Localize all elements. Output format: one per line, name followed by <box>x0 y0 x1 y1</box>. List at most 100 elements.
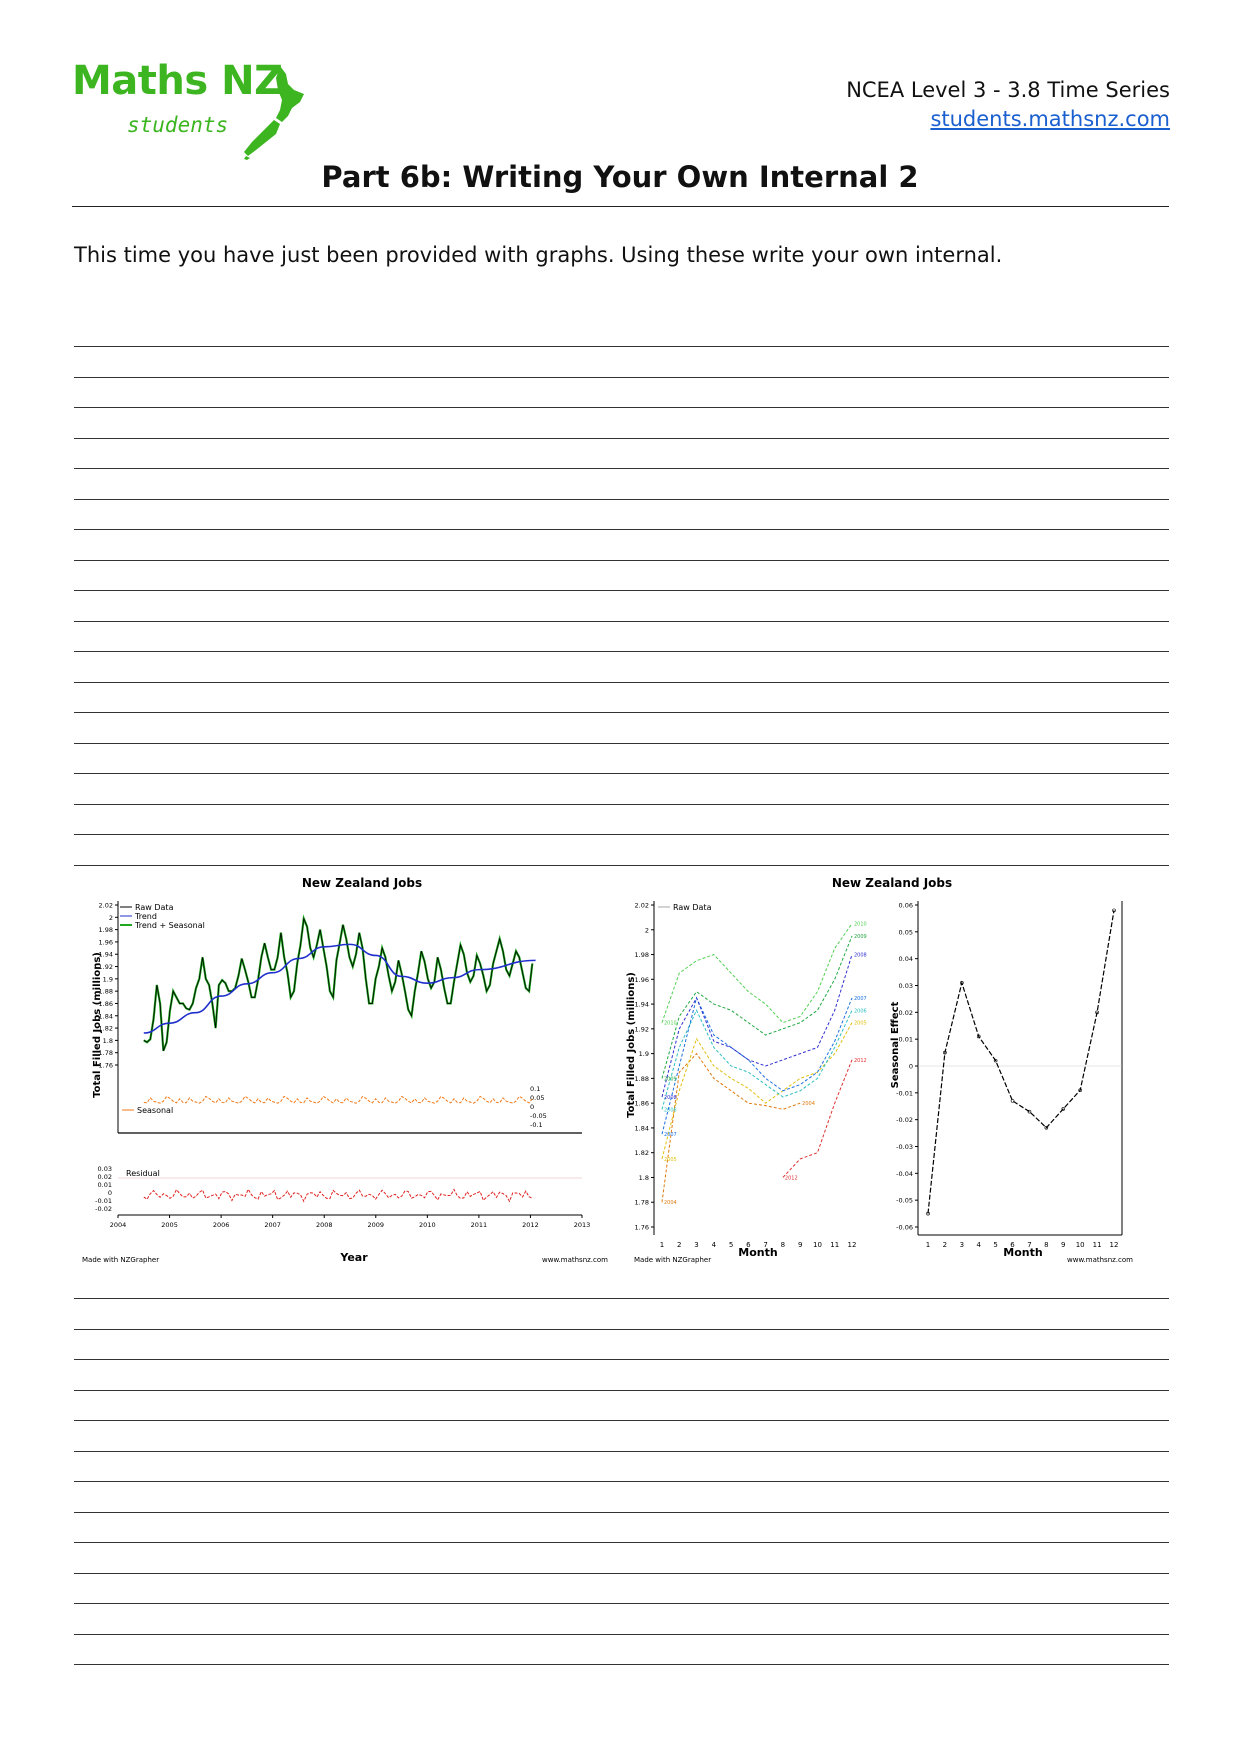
seasonal-effect-point <box>1027 1109 1032 1114</box>
writing-line[interactable] <box>74 1420 1169 1421</box>
writing-line[interactable] <box>74 437 1169 439</box>
chart3-x-tick-label: 5 <box>993 1241 997 1249</box>
writing-line[interactable] <box>74 590 1169 591</box>
chart3-y-tick-label: 0.06 <box>899 902 913 910</box>
seasonal-effect-point <box>976 1034 981 1039</box>
chart2-x-tick-label: 1 <box>660 1241 664 1249</box>
chart2-x-ticks: 1 2 3 4 5 6 7 8 9 10 11 12 <box>660 1241 857 1249</box>
chart2-series-label-end: 2009 <box>854 934 867 940</box>
chart1-x-tick-label: 2006 <box>213 1221 230 1229</box>
writing-line[interactable] <box>74 712 1169 713</box>
chart2-series-label-start: 2012 <box>785 1175 798 1181</box>
chart1-y-tick-label: 1.88 <box>99 988 113 996</box>
chart2-title: New Zealand Jobs <box>832 876 952 890</box>
chart2-y-tick-label: 1.98 <box>635 951 649 959</box>
chart3-y-tick-label: 0.03 <box>899 982 913 990</box>
chart1-x-tick-label: 2004 <box>110 1221 127 1229</box>
residual-label: Residual <box>126 1169 160 1178</box>
writing-line[interactable] <box>74 1359 1169 1360</box>
writing-line[interactable] <box>74 1298 1169 1299</box>
chart2-x-tick-label: 12 <box>848 1241 857 1249</box>
logo-sub-text: students <box>127 113 229 137</box>
writing-line[interactable] <box>74 1572 1169 1574</box>
chart3-x-tick-label: 9 <box>1061 1241 1065 1249</box>
writing-line[interactable] <box>74 681 1169 683</box>
writing-line[interactable] <box>74 803 1169 805</box>
chart2-series-label-end: 2006 <box>854 1008 867 1014</box>
seasonal-effect-point <box>1061 1107 1066 1111</box>
chart2-series-line <box>661 1009 853 1110</box>
residual-series <box>143 1188 533 1203</box>
chart1-y-tick-label: 1.96 <box>99 938 113 946</box>
chart2-series-line <box>661 923 853 1024</box>
chart2-xlabel: Month <box>738 1246 777 1259</box>
chart1-y-tick-label: 1.86 <box>99 1000 113 1008</box>
chart2-series-line <box>661 954 853 1098</box>
writing-line[interactable] <box>74 1664 1169 1665</box>
writing-line[interactable] <box>74 1511 1169 1513</box>
residual-tick-label: -0.01 <box>95 1197 112 1205</box>
chart2-series-label-start: 2006 <box>664 1107 677 1113</box>
seasonal-effect-point <box>960 981 964 985</box>
chart2-series-label-start: 2007 <box>664 1132 677 1138</box>
writing-line[interactable] <box>74 1389 1169 1391</box>
chart2-series-line <box>661 935 853 1079</box>
writing-line[interactable] <box>74 1450 1169 1452</box>
writing-line[interactable] <box>74 1633 1169 1635</box>
writing-line[interactable] <box>74 1328 1169 1330</box>
writing-line[interactable] <box>74 376 1169 378</box>
writing-line[interactable] <box>74 742 1169 744</box>
chart3-x-tick-label: 7 <box>1027 1241 1031 1249</box>
writing-line[interactable] <box>74 559 1169 561</box>
writing-line[interactable] <box>74 529 1169 530</box>
writing-line[interactable] <box>74 1481 1169 1482</box>
chart3-y-tick-label: -0.06 <box>896 1224 913 1232</box>
writing-line[interactable] <box>74 498 1169 500</box>
chart1-x-tick-label: 2005 <box>161 1221 178 1229</box>
chart-seasonal-by-year: New Zealand Jobs Total Filled Jobs (mill… <box>626 876 952 1264</box>
chart2-x-tick-label: 2 <box>677 1241 681 1249</box>
trend-line <box>143 943 536 1034</box>
residual-ticks: 0.030.020.010-0.01-0.02 <box>95 1165 112 1213</box>
chart2-x-tick-label: 3 <box>694 1241 698 1249</box>
chart3-y-tick-label: 0.01 <box>899 1036 913 1044</box>
chart2-series-label-end: 2004 <box>802 1101 815 1107</box>
writing-line[interactable] <box>74 651 1169 652</box>
writing-line[interactable] <box>74 773 1169 774</box>
writing-line[interactable] <box>74 620 1169 622</box>
residual-line <box>143 1188 533 1203</box>
writing-line[interactable] <box>74 834 1169 835</box>
chart1-y-tick-label: 2.02 <box>99 902 113 910</box>
writing-line[interactable] <box>74 1603 1169 1604</box>
chart3-y-tick-label: 0.02 <box>899 1009 913 1017</box>
chart1-y-tick-label: 1.94 <box>99 951 113 959</box>
chart2-series-line <box>782 1059 853 1178</box>
website-link[interactable]: students.mathsnz.com <box>930 107 1170 131</box>
intro-text: This time you have just been provided wi… <box>74 243 1003 267</box>
chart1-y-ticks: 2.02 2 1.98 1.96 1.94 1.92 1.9 1.88 1.86 1.84 1.82… <box>99 902 118 1070</box>
writing-line[interactable] <box>74 346 1169 347</box>
residual-tick-label: -0.02 <box>95 1205 112 1213</box>
chart2-x-tick-label: 6 <box>746 1241 751 1249</box>
chart3-y-tick-label: 0 <box>909 1063 913 1071</box>
chart2-y-tick-label: 1.84 <box>635 1124 649 1132</box>
writing-line[interactable] <box>74 407 1169 408</box>
seasonal-effect-point <box>1078 1088 1082 1092</box>
chart1-y-tick-label: 1.82 <box>99 1025 113 1033</box>
chart3-x-tick-label: 12 <box>1110 1241 1119 1249</box>
header-info: NCEA Level 3 - 3.8 Time Series students.… <box>846 76 1170 134</box>
seasonal-line <box>143 1095 533 1104</box>
chart2-series-label-end: 2008 <box>854 953 867 959</box>
legend-trend: Trend <box>134 912 157 921</box>
residual-tick-label: 0 <box>108 1189 112 1197</box>
writing-line[interactable] <box>74 1542 1169 1543</box>
chart2-series-label-start: 2004 <box>664 1200 677 1206</box>
chart3-x-tick-label: 4 <box>976 1241 981 1249</box>
writing-line[interactable] <box>74 864 1169 866</box>
chart3-x-ticks: 1 2 3 4 5 6 7 8 9 10 11 12 <box>926 1241 1119 1249</box>
chart2-y-tick-label: 1.86 <box>635 1100 649 1108</box>
chart3-ylabel: Seasonal Effect <box>890 1001 901 1088</box>
chart2-series-line <box>661 996 853 1135</box>
writing-line[interactable] <box>74 468 1169 469</box>
chart1-credit-left: Made with NZGrapher <box>82 1256 159 1264</box>
